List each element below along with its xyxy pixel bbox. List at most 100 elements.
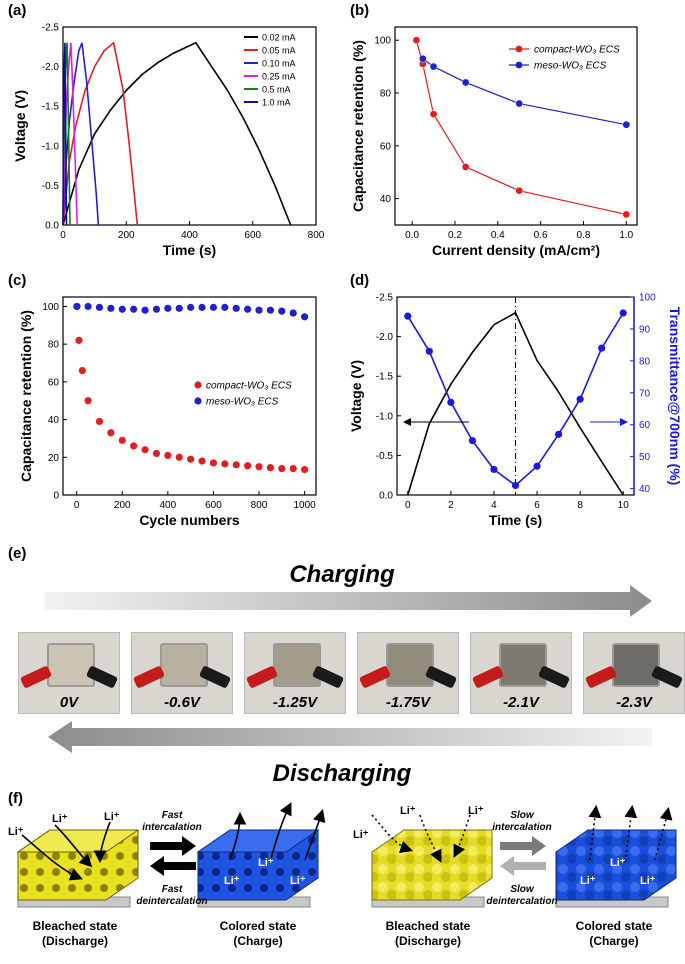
transmittance-point <box>404 312 412 320</box>
panel-a-label: (a) <box>8 2 27 19</box>
voltage-label: -2.3V <box>616 694 652 711</box>
colored-caption-right-1: Colored state <box>576 919 653 933</box>
device-window <box>160 643 208 687</box>
li-label-8: Li⁺ <box>400 805 416 817</box>
device-photo-row: 0V -0.6V -1.25V -1.75V -2.1V -2.3V <box>18 632 685 714</box>
li-label-6: Li⁺ <box>290 875 306 887</box>
data-point <box>461 163 470 171</box>
x-tick-label: 0 <box>74 500 80 511</box>
li-path-4 <box>229 811 247 861</box>
device-photo: -2.1V <box>470 632 572 714</box>
x-tick-label: 0.2 <box>448 230 462 241</box>
chart-d: 0 2 4 6 8 10 0.0 -0.5 -1.0 -1.5 -2.0 -2.5 Time (s) Vo… <box>348 293 683 529</box>
legend-marker <box>515 45 523 53</box>
data-point <box>141 306 149 314</box>
colored-caption-right-2: (Charge) <box>589 934 638 948</box>
transmittance-point <box>554 430 563 438</box>
data-point <box>221 303 229 311</box>
data-point <box>278 307 286 315</box>
data-point <box>289 309 297 317</box>
chart-c: 0 200 400 600 800 1000 0 20 40 60 80 100 Cycle numbe… <box>18 296 317 528</box>
y-tick-label: 20 <box>48 453 60 464</box>
bleached-caption-left-2: (Discharge) <box>42 934 108 948</box>
data-point <box>232 461 240 469</box>
compact-cube-colored <box>555 829 677 901</box>
y2-tick-label: 70 <box>639 388 651 399</box>
slow-intercalation-arrow <box>500 836 546 856</box>
x-tick-label: 0 <box>60 230 66 241</box>
legend-entry: 0.10 mA <box>262 59 296 69</box>
legend-marker <box>194 381 202 389</box>
data-point <box>515 99 524 108</box>
x-tick-label: 6 <box>534 500 540 511</box>
x-tick-label: 600 <box>205 500 222 511</box>
li-label-2: Li⁺ <box>52 813 68 825</box>
y-axis-label: Capacitance retention (%) <box>18 310 34 482</box>
y2-tick-label: 50 <box>639 452 651 463</box>
x-tick-label: 0.6 <box>534 230 548 241</box>
y-tick-label: 0 <box>53 491 59 502</box>
li-path-3 <box>93 821 111 864</box>
x-tick-label: 1000 <box>293 500 316 511</box>
device-photo: -1.75V <box>357 632 459 714</box>
device-window <box>47 643 95 687</box>
bleached-caption-left-1: Bleached state <box>33 919 118 933</box>
data-point <box>187 303 195 311</box>
li-label-4: Li⁺ <box>258 857 274 869</box>
data-point <box>78 366 86 375</box>
y-tick-label: 0.0 <box>45 221 59 232</box>
fast-intercalation-l2: intercalation <box>142 822 201 833</box>
data-point <box>164 451 172 459</box>
discharging-arrow <box>48 721 652 753</box>
legend-entry: 0.5 mA <box>262 85 291 95</box>
data-point <box>278 465 286 473</box>
x-tick-label: 1.0 <box>619 230 633 241</box>
bleached-caption-right-1: Bleached state <box>386 919 471 933</box>
voltage-label: -1.75V <box>385 694 431 711</box>
x-tick-label: 400 <box>160 500 177 511</box>
data-point <box>209 303 218 311</box>
x-axis-label: Cycle numbers <box>139 512 240 528</box>
y-tick-label: -2.0 <box>376 332 394 343</box>
transmittance-point <box>511 481 520 490</box>
data-point <box>130 305 138 313</box>
li-label-5: Li⁺ <box>224 875 240 887</box>
series-line-2 <box>62 42 100 226</box>
chart-b: 0.0 0.2 0.4 0.6 0.8 1.0 40 60 80 100 Current densi… <box>350 26 638 258</box>
panel-d-label: (d) <box>350 272 370 289</box>
li-label-7: Li⁺ <box>353 829 369 841</box>
y2-axis-label: Transmittance@700nm (%) <box>667 307 683 486</box>
y-axis-label: Voltage (V) <box>12 90 28 162</box>
legend-entry: compact-WO₃ ECS <box>206 381 292 392</box>
device-window <box>499 643 547 687</box>
series-line-0 <box>62 41 292 226</box>
device-window <box>273 643 321 687</box>
y-axis-label: Capacitance retention (%) <box>350 40 366 212</box>
y2-tick-label: 100 <box>639 293 656 304</box>
li-label-1: Li⁺ <box>8 826 24 838</box>
slow-intercalation-l1: Slow <box>510 810 535 821</box>
data-point <box>429 62 438 71</box>
series-line-3 <box>62 42 78 226</box>
discharging-label: Discharging <box>273 760 412 787</box>
slow-deintercalation-arrow <box>500 856 546 876</box>
li-path-11 <box>624 804 638 863</box>
data-point <box>95 303 104 311</box>
y-tick-label: 80 <box>380 89 392 100</box>
charging-label: Charging <box>289 561 395 588</box>
legend-entry: compact-WO₃ ECS <box>534 45 620 56</box>
y2-tick-label: 40 <box>639 484 651 495</box>
data-point <box>84 302 92 311</box>
data-point <box>255 306 263 314</box>
voltage-line <box>407 311 624 496</box>
y2-tick-label: 90 <box>639 324 651 335</box>
y-tick-label: 60 <box>380 141 392 152</box>
voltage-label: -1.25V <box>272 694 318 711</box>
fast-deintercalation-arrow <box>150 856 196 876</box>
li-path-2 <box>54 824 93 868</box>
data-point <box>152 449 161 458</box>
y-tick-label: -1.0 <box>376 411 394 422</box>
transmittance-point <box>533 462 541 470</box>
y-tick-label: 60 <box>48 377 60 388</box>
